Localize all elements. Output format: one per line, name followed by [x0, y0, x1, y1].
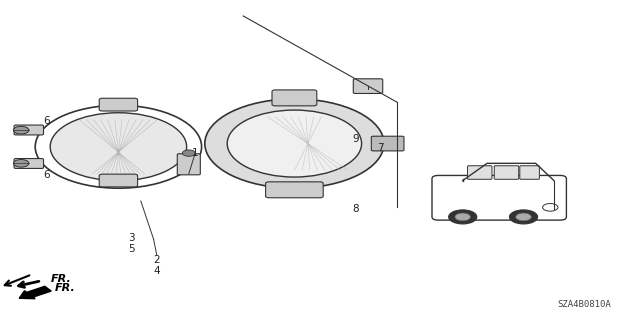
- Circle shape: [50, 113, 187, 181]
- FancyBboxPatch shape: [99, 174, 138, 187]
- Text: 6: 6: [43, 170, 49, 181]
- FancyArrow shape: [19, 286, 51, 299]
- Circle shape: [227, 110, 362, 177]
- FancyBboxPatch shape: [353, 79, 383, 93]
- Text: 8: 8: [352, 204, 358, 214]
- FancyBboxPatch shape: [272, 90, 317, 106]
- Text: 3: 3: [128, 233, 134, 243]
- Text: FR.: FR.: [54, 283, 75, 293]
- FancyBboxPatch shape: [177, 154, 200, 175]
- Text: 9: 9: [352, 134, 358, 144]
- Text: 6: 6: [43, 116, 49, 126]
- Circle shape: [455, 213, 470, 221]
- Circle shape: [13, 160, 29, 167]
- FancyBboxPatch shape: [468, 166, 492, 179]
- FancyBboxPatch shape: [520, 166, 540, 179]
- Circle shape: [182, 150, 195, 156]
- FancyBboxPatch shape: [14, 159, 44, 168]
- Text: 5: 5: [128, 244, 134, 254]
- Circle shape: [509, 210, 538, 224]
- Text: 1: 1: [192, 148, 198, 158]
- FancyBboxPatch shape: [14, 125, 44, 135]
- Text: 2: 2: [154, 255, 160, 265]
- Text: SZA4B0810A: SZA4B0810A: [557, 300, 611, 309]
- Text: FR.: FR.: [51, 274, 72, 284]
- Circle shape: [516, 213, 531, 221]
- Text: 4: 4: [154, 266, 160, 276]
- FancyBboxPatch shape: [99, 98, 138, 111]
- Text: 7: 7: [378, 143, 384, 153]
- Circle shape: [449, 210, 477, 224]
- FancyBboxPatch shape: [432, 175, 566, 220]
- FancyBboxPatch shape: [494, 166, 519, 179]
- Circle shape: [205, 99, 384, 188]
- FancyBboxPatch shape: [371, 136, 404, 151]
- Circle shape: [13, 126, 29, 134]
- FancyBboxPatch shape: [266, 182, 323, 198]
